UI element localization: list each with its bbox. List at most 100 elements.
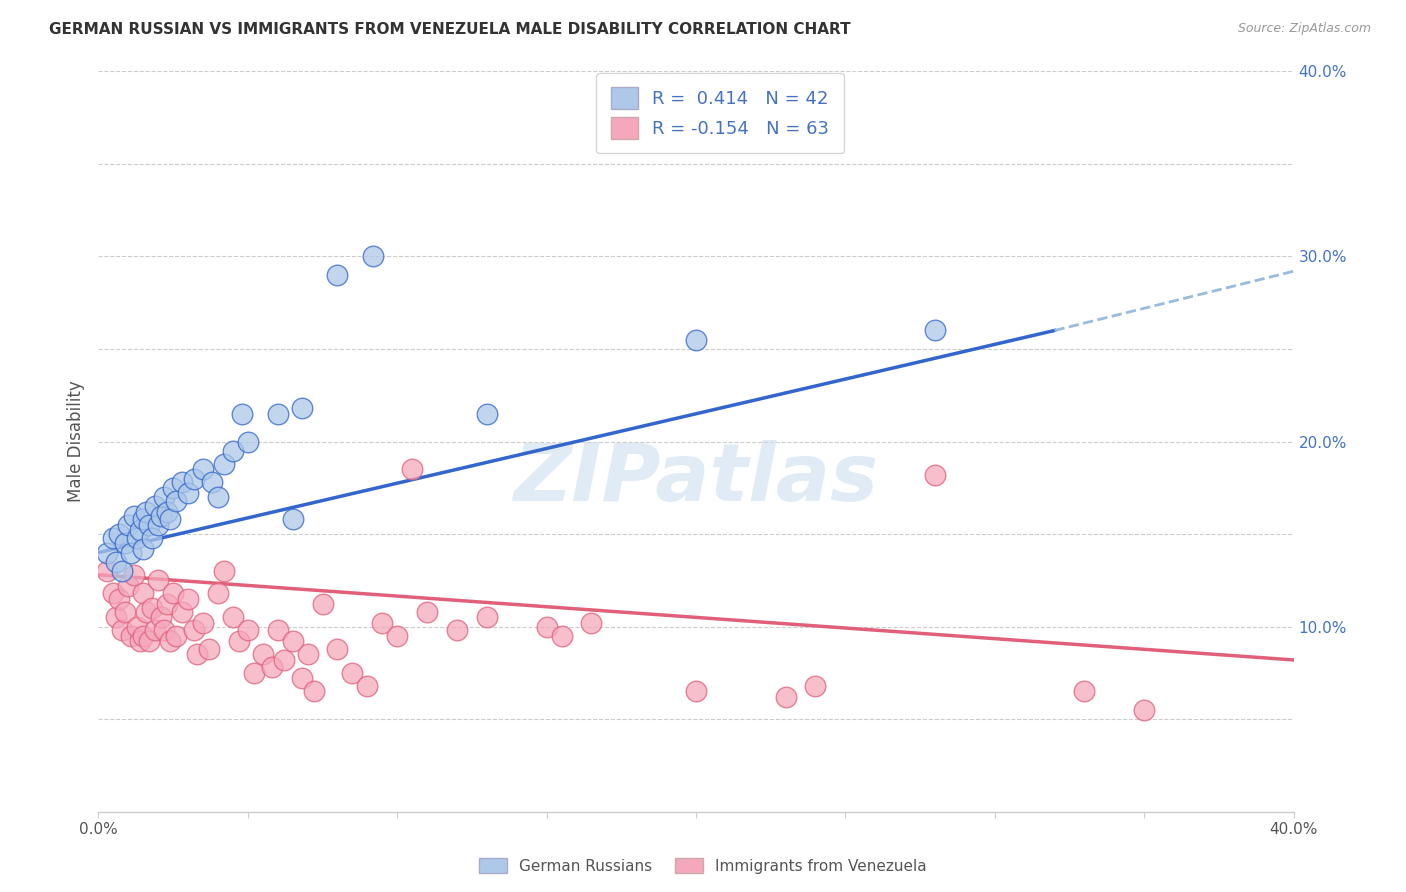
Point (191, 615, 214, 630)
Point (105, 610, 128, 624)
Text: Source: ZipAtlas.com: Source: ZipAtlas.com (1237, 22, 1371, 36)
Point (804, 679, 827, 693)
Point (135, 605, 157, 619)
Point (685, 684, 707, 698)
Point (311, 598, 333, 612)
Point (581, 615, 603, 630)
Point (96, 564, 118, 578)
Point (1133, 703, 1156, 717)
Point (129, 524, 152, 538)
Point (111, 564, 134, 578)
Point (141, 531, 163, 545)
Point (291, 401, 314, 416)
Point (103, 531, 125, 545)
Text: ZIPatlas: ZIPatlas (513, 440, 879, 517)
Point (132, 541, 155, 556)
Point (201, 475, 224, 490)
Point (165, 493, 187, 508)
Point (222, 610, 245, 624)
Point (124, 567, 146, 582)
Point (172, 475, 194, 490)
Point (103, 586, 125, 600)
Point (342, 665, 364, 680)
Point (162, 586, 184, 600)
Point (446, 624, 468, 638)
Point (153, 490, 176, 504)
Point (129, 634, 152, 648)
Point (212, 564, 235, 578)
Point (371, 615, 394, 630)
Point (243, 665, 266, 680)
Point (105, 555, 128, 569)
Point (475, 407, 498, 421)
Point (222, 443, 245, 458)
Point (108, 591, 131, 606)
Point (159, 512, 181, 526)
Point (148, 574, 170, 588)
Point (267, 624, 290, 638)
Legend: R =  0.414   N = 42, R = -0.154   N = 63: R = 0.414 N = 42, R = -0.154 N = 63 (596, 73, 844, 153)
Point (356, 679, 378, 693)
Point (124, 508, 146, 523)
Point (236, 624, 259, 638)
Point (416, 605, 439, 619)
Point (120, 629, 142, 643)
Point (156, 598, 179, 612)
Point (127, 619, 149, 633)
Point (326, 641, 349, 656)
Point (924, 467, 946, 482)
Point (183, 624, 205, 638)
Point (111, 624, 134, 638)
Point (291, 672, 314, 686)
Point (159, 634, 181, 648)
Point (177, 591, 200, 606)
Point (96, 545, 118, 560)
Point (536, 619, 558, 633)
Point (550, 629, 572, 643)
Point (148, 517, 170, 532)
Legend: German Russians, Immigrants from Venezuela: German Russians, Immigrants from Venezue… (474, 852, 932, 880)
Point (186, 648, 208, 662)
Point (138, 517, 160, 532)
Point (385, 629, 409, 643)
Point (127, 531, 149, 545)
Point (231, 407, 253, 421)
Point (281, 512, 304, 526)
Point (117, 517, 139, 532)
Text: GERMAN RUSSIAN VS IMMIGRANTS FROM VENEZUELA MALE DISABILITY CORRELATION CHART: GERMAN RUSSIAN VS IMMIGRANTS FROM VENEZU… (49, 22, 851, 37)
Point (141, 601, 163, 615)
Point (212, 457, 235, 471)
Point (153, 624, 176, 638)
Point (685, 333, 707, 347)
Point (236, 434, 259, 449)
Point (302, 684, 325, 698)
Point (132, 586, 155, 600)
Point (165, 629, 187, 643)
Point (143, 624, 166, 638)
Point (267, 407, 290, 421)
Point (120, 545, 142, 560)
Point (177, 486, 200, 500)
Point (138, 634, 160, 648)
Point (114, 536, 136, 550)
Point (172, 605, 194, 619)
Point (207, 490, 229, 504)
Point (924, 324, 946, 338)
Point (132, 512, 155, 526)
Point (363, 250, 385, 264)
Point (132, 629, 155, 643)
Point (150, 508, 173, 523)
Point (183, 472, 205, 486)
Point (297, 648, 319, 662)
Point (281, 634, 304, 648)
Point (191, 462, 214, 476)
Point (156, 505, 179, 519)
Point (207, 586, 229, 600)
Point (135, 505, 157, 519)
Point (162, 481, 184, 495)
Point (273, 653, 295, 667)
Point (401, 462, 423, 476)
Point (198, 641, 221, 656)
Point (150, 610, 173, 624)
Y-axis label: Male Disability: Male Disability (66, 381, 84, 502)
